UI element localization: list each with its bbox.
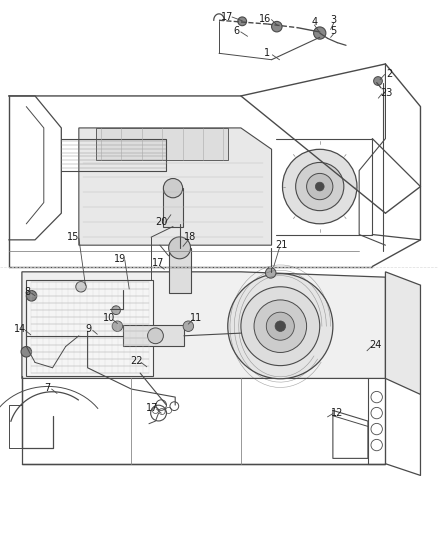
Text: 22: 22	[131, 357, 143, 366]
Circle shape	[238, 17, 247, 26]
Polygon shape	[26, 280, 153, 376]
Text: 17: 17	[146, 403, 159, 413]
Circle shape	[112, 306, 120, 314]
Circle shape	[112, 321, 123, 332]
Text: 11: 11	[190, 313, 202, 323]
Circle shape	[169, 237, 191, 259]
Circle shape	[228, 273, 333, 379]
Circle shape	[296, 163, 344, 211]
Polygon shape	[22, 272, 385, 378]
Circle shape	[283, 149, 357, 224]
Circle shape	[272, 21, 282, 32]
Text: 15: 15	[67, 232, 80, 241]
Text: 1: 1	[264, 49, 270, 58]
Text: 18: 18	[184, 232, 197, 242]
Circle shape	[371, 439, 382, 451]
Circle shape	[314, 27, 326, 39]
Text: 17: 17	[221, 12, 233, 22]
Text: 2: 2	[386, 69, 392, 78]
Text: 10: 10	[102, 313, 115, 323]
Text: 12: 12	[331, 408, 343, 417]
Polygon shape	[385, 272, 420, 394]
Circle shape	[76, 281, 86, 292]
Polygon shape	[163, 188, 183, 227]
Text: 23: 23	[380, 88, 392, 98]
Text: 16: 16	[259, 14, 272, 23]
Text: 3: 3	[331, 15, 337, 25]
Text: 24: 24	[370, 341, 382, 350]
Circle shape	[275, 321, 286, 332]
Text: 19: 19	[114, 254, 127, 263]
Circle shape	[241, 287, 320, 366]
Circle shape	[21, 346, 32, 357]
Text: 9: 9	[85, 325, 92, 334]
Circle shape	[374, 77, 382, 85]
Text: 6: 6	[233, 26, 240, 36]
Polygon shape	[96, 128, 228, 160]
Text: 17: 17	[152, 259, 164, 268]
Circle shape	[266, 312, 294, 340]
Polygon shape	[169, 248, 191, 293]
Circle shape	[254, 300, 307, 352]
Text: 5: 5	[331, 26, 337, 36]
Text: 7: 7	[44, 383, 50, 393]
Circle shape	[265, 268, 276, 278]
Circle shape	[371, 423, 382, 435]
Circle shape	[307, 173, 333, 200]
Text: 14: 14	[14, 325, 26, 334]
Circle shape	[371, 391, 382, 403]
Polygon shape	[123, 325, 184, 346]
Circle shape	[371, 407, 382, 419]
Text: 4: 4	[311, 18, 318, 27]
Circle shape	[315, 182, 324, 191]
Circle shape	[183, 321, 194, 332]
Circle shape	[148, 328, 163, 344]
Text: 8: 8	[24, 287, 30, 297]
Circle shape	[163, 179, 183, 198]
Text: 20: 20	[155, 217, 167, 227]
Circle shape	[26, 290, 37, 301]
Text: 21: 21	[275, 240, 287, 250]
Polygon shape	[79, 128, 272, 245]
